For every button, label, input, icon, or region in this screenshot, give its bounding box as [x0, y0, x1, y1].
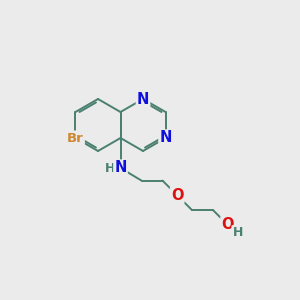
Text: N: N — [137, 92, 149, 106]
Text: O: O — [171, 188, 184, 203]
Text: H: H — [105, 161, 116, 175]
Text: O: O — [221, 217, 234, 232]
Text: Br: Br — [67, 131, 84, 145]
Text: N: N — [159, 130, 172, 146]
Text: N: N — [114, 160, 127, 175]
Text: H: H — [232, 226, 243, 239]
